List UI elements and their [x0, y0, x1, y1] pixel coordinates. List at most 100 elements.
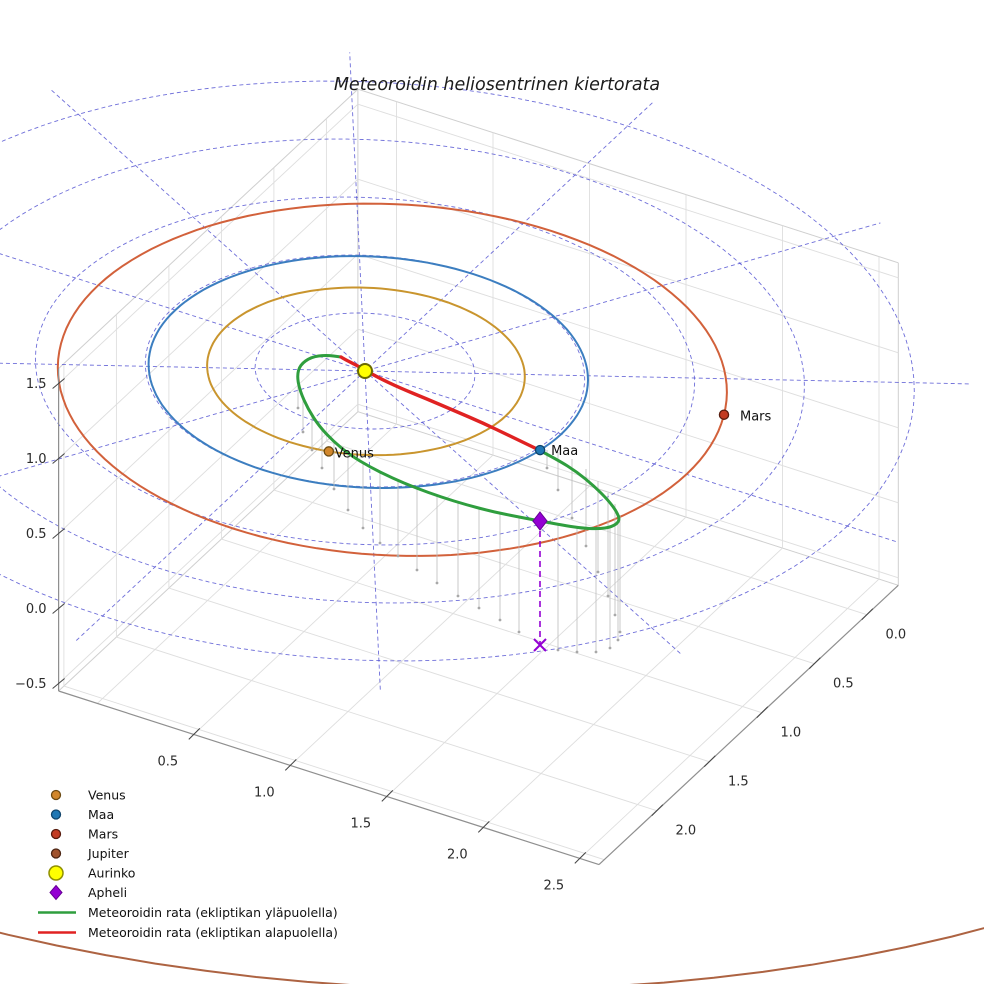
body-markers-group: Venus Maa Mars	[323, 363, 772, 461]
stem-tip-dot	[616, 638, 620, 642]
stem-tip-dot	[570, 516, 574, 520]
legend-item: Aurinko	[48, 865, 135, 881]
legend-label: Mars	[88, 827, 118, 842]
x-tick-label: 1.5	[350, 816, 371, 831]
legend-label: Venus	[88, 788, 126, 803]
venus-orbit-path	[206, 286, 526, 457]
y-tick-label: 2.0	[675, 824, 696, 839]
stem-tip-dot	[608, 646, 612, 650]
floor-grid-line	[96, 423, 397, 704]
venus-marker	[323, 446, 335, 457]
legend-item: Apheli	[49, 884, 127, 901]
floor-grid-line	[116, 636, 657, 812]
mars-marker	[718, 409, 730, 420]
venus-label: Venus	[335, 446, 374, 461]
wall-grid-line	[58, 403, 359, 684]
plot-title: Meteoroidin heliosentrinen kiertorata	[334, 75, 660, 95]
legend-label: Jupiter	[87, 846, 130, 861]
z-tick-label: 0.0	[26, 602, 47, 617]
x-axis-tick	[381, 790, 394, 802]
z-axis-tick	[52, 378, 65, 389]
stem-tip-dot	[556, 488, 560, 492]
ecliptic-polar-grid	[0, 52, 970, 690]
legend-marker-maa	[50, 809, 62, 820]
polar-grid-spoke	[0, 253, 896, 542]
legend-label: Meteoroidin rata (ekliptikan alapuolella…	[88, 925, 338, 940]
floor-grid-line	[63, 685, 605, 861]
stem-tip-dot	[456, 594, 460, 598]
stem-tip-dot	[346, 508, 350, 512]
legend-label: Aurinko	[88, 866, 135, 881]
stem-tip-dot	[556, 648, 560, 652]
stem-tip-dot	[296, 406, 300, 410]
legend-item: Jupiter	[50, 846, 130, 861]
wall-grid-line	[357, 253, 899, 429]
stem-tip-dot	[596, 570, 600, 574]
wall-grid-line	[58, 253, 359, 534]
legend-item: Mars	[50, 827, 118, 842]
stem-tip-dot	[477, 606, 481, 610]
y-tick-label: 0.5	[833, 677, 854, 692]
stem-tip-dot	[320, 466, 324, 470]
stem-tip-dot	[361, 526, 365, 530]
sun-marker	[357, 363, 373, 379]
y-axis-tick	[756, 706, 769, 719]
x-tick-label: 2.0	[447, 847, 468, 862]
floor-grid-line	[289, 485, 590, 766]
legend-marker-venus	[50, 789, 62, 801]
meteoroid-orbit-above-path	[296, 354, 621, 531]
legend-label: Meteoroidin rata (ekliptikan yläpuolella…	[88, 905, 338, 920]
floor-grid-line	[273, 489, 815, 665]
stem-tip-dot	[498, 618, 502, 622]
stem-tip-dot	[606, 594, 610, 598]
y-tick-label: 1.5	[728, 775, 749, 790]
meteoroid-orbit-group	[296, 354, 621, 531]
y-axis-tick	[651, 804, 664, 817]
x-axis-tick	[477, 821, 490, 833]
x-tick-label: 1.0	[254, 785, 275, 800]
orbit-stems-group	[296, 384, 622, 654]
z-axis-tick	[52, 678, 65, 689]
stem-tip-dot	[575, 650, 579, 654]
aphelion-diamond-marker	[532, 511, 548, 531]
z-axis-tick	[52, 453, 65, 464]
stem-tip-dot	[332, 487, 336, 491]
maa-orbit-path	[147, 255, 590, 489]
axes-box-group	[58, 88, 899, 861]
stem-tip-dot	[594, 650, 598, 654]
z-tick-label: 1.0	[26, 452, 47, 467]
legend-label: Maa	[88, 807, 114, 822]
legend-item: Maa	[50, 807, 114, 822]
stem-tip-dot	[415, 568, 419, 572]
meteoroid-orbit-below-path	[339, 355, 539, 451]
stem-tip-dot	[584, 544, 588, 548]
stem-tip-dot	[618, 630, 622, 634]
y-tick-label: 1.0	[780, 726, 801, 741]
aphelion-group	[532, 511, 548, 652]
floor-grid-line	[168, 587, 710, 763]
wall-grid-line	[58, 178, 359, 459]
y-axis-tick	[703, 755, 716, 768]
legend-marker-jupiter	[50, 848, 62, 859]
legend-label: Apheli	[88, 885, 127, 900]
legend: Venus Maa Mars Jupiter Aurinko Apheli Meteoroi…	[38, 788, 338, 940]
y-axis-tick	[808, 657, 821, 670]
legend-item: Meteoroidin rata (ekliptikan alapuolella…	[38, 925, 338, 940]
wall-grid-line	[58, 103, 359, 384]
stem-tip-dot	[545, 466, 549, 470]
box-edge	[357, 88, 899, 264]
x-tick-label: 0.5	[157, 754, 178, 769]
stem-tip-dot	[301, 430, 305, 434]
floor-grid-line	[193, 454, 494, 735]
floor-grid-line	[386, 516, 687, 797]
x-axis-tick	[574, 852, 587, 864]
x-axis-spine	[58, 690, 600, 866]
wall-grid-line	[58, 328, 359, 609]
z-tick-label: 1.5	[26, 377, 47, 392]
mars-label: Mars	[740, 410, 772, 425]
stem-tip-dot	[396, 554, 400, 558]
x-axis-tick	[284, 759, 297, 771]
z-tick-label: 0.5	[26, 527, 47, 542]
